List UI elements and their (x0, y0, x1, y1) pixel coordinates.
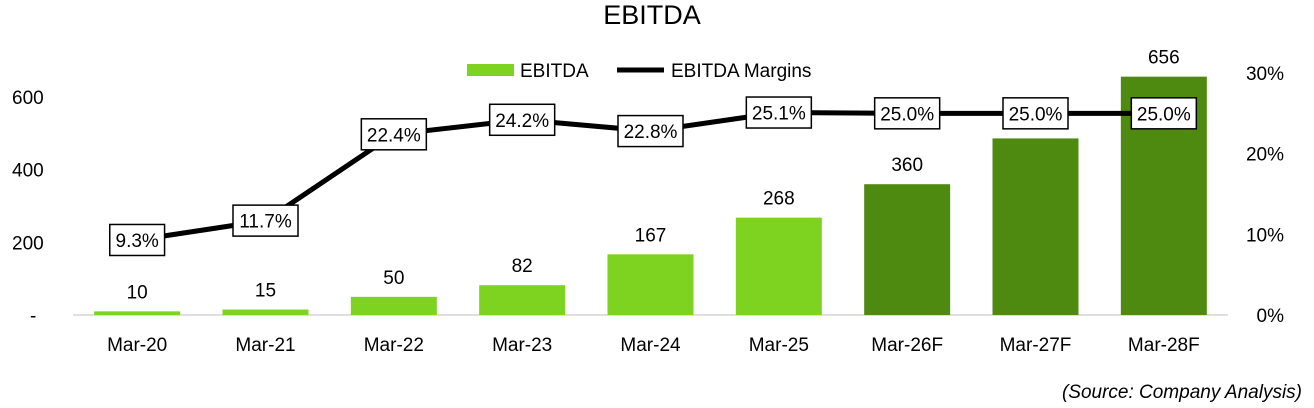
bar-mar-22 (350, 296, 437, 315)
y-right-tick-label: 20% (1246, 145, 1284, 166)
chart-title: EBITDA (603, 0, 701, 30)
bar-value-label: 656 (1148, 48, 1180, 69)
x-tick-label: Mar-28F (1128, 335, 1200, 356)
y-left-tick-label: 400 (12, 161, 44, 182)
margin-label-box (360, 118, 428, 151)
margin-label-text: 11.7% (239, 212, 292, 233)
x-tick-label: Mar-24 (620, 335, 681, 356)
bar-value-label: 10 (127, 282, 148, 303)
margin-label-box (488, 103, 556, 137)
margin-label-box (232, 204, 299, 237)
source-note: (Source: Company Analysis) (1062, 382, 1302, 403)
margin-label-mar-26f: 25.0% (873, 97, 941, 130)
margin-label-mar-23: 24.2% (488, 103, 556, 137)
y-right-tick-label: 30% (1246, 64, 1284, 85)
x-tick-label: Mar-22 (364, 335, 424, 356)
legend: EBITDA EBITDA Margins (467, 61, 811, 82)
bar-mar-24 (607, 254, 694, 315)
margin-label-text: 25.0% (1009, 104, 1063, 125)
margin-label-box (1002, 97, 1069, 130)
margin-label-box (873, 97, 941, 130)
margin-label-box (1130, 97, 1198, 130)
x-tick-label: Mar-21 (235, 335, 295, 356)
margin-label-text: 9.3% (116, 231, 159, 252)
y-right-tick-label: 0% (1257, 306, 1285, 327)
legend-label-ebitda: EBITDA (520, 61, 589, 82)
margin-label-mar-25: 25.1% (745, 96, 813, 129)
margin-label-mar-24: 22.8% (617, 114, 684, 148)
bar-mar-26f (864, 184, 951, 315)
bar-value-label: 15 (255, 281, 276, 302)
bar-mar-23 (479, 285, 566, 315)
margin-label-mar-21: 11.7% (232, 204, 299, 237)
x-tick-label: Mar-23 (492, 335, 552, 356)
bar-mar-20 (94, 311, 181, 315)
margin-label-text: 22.8% (624, 122, 678, 143)
margin-label-mar-27f: 25.0% (1002, 97, 1069, 130)
y-right-axis-ticks: 0% 10% 20% 30% (1246, 64, 1284, 327)
margin-label-box (745, 96, 813, 129)
y-left-tick-label: 600 (12, 88, 44, 109)
bar-series (94, 76, 1207, 315)
margin-label-mar-20: 9.3% (109, 223, 166, 257)
bar-value-label: 82 (512, 256, 533, 277)
x-tick-label: Mar-20 (107, 335, 167, 356)
x-tick-label: Mar-25 (749, 335, 809, 356)
y-right-tick-label: 10% (1246, 225, 1284, 246)
margin-value-labels: 9.3% 11.7% 22.4% 24.2% 22.8% 25.1% 25.0% 25.0% 2… (109, 96, 1198, 257)
y-left-tick-label: 200 (12, 233, 44, 254)
margin-label-box (617, 114, 684, 148)
y-left-tick-label: - (30, 306, 36, 327)
x-tick-label: Mar-27F (1000, 335, 1072, 356)
margin-label-text: 22.4% (367, 125, 421, 146)
bar-value-label: 50 (383, 268, 404, 289)
margin-label-mar-22: 22.4% (360, 118, 428, 151)
x-axis-ticks: Mar-20 Mar-21 Mar-22 Mar-23 Mar-24 Mar-25 Mar-… (107, 335, 1200, 356)
legend-label-margins: EBITDA Margins (671, 61, 811, 82)
margin-label-mar-28f: 25.0% (1130, 97, 1198, 130)
x-tick-label: Mar-26F (871, 335, 943, 356)
legend-swatch-ebitda (467, 64, 514, 76)
bar-value-label: 167 (635, 225, 667, 246)
margin-label-text: 25.0% (880, 104, 934, 125)
bar-mar-27f (992, 138, 1079, 315)
y-left-axis-ticks: - 200 400 600 (12, 88, 44, 327)
bar-value-labels: 10155082167268360486656 (127, 48, 1180, 304)
margin-label-box (109, 223, 166, 257)
margin-label-text: 25.1% (752, 104, 806, 125)
margin-label-text: 24.2% (495, 111, 549, 132)
margin-label-text: 25.0% (1137, 104, 1191, 125)
bar-mar-25 (735, 217, 822, 315)
bar-mar-21 (222, 309, 309, 315)
bar-value-label: 268 (763, 189, 795, 210)
bar-value-label: 360 (891, 155, 923, 176)
